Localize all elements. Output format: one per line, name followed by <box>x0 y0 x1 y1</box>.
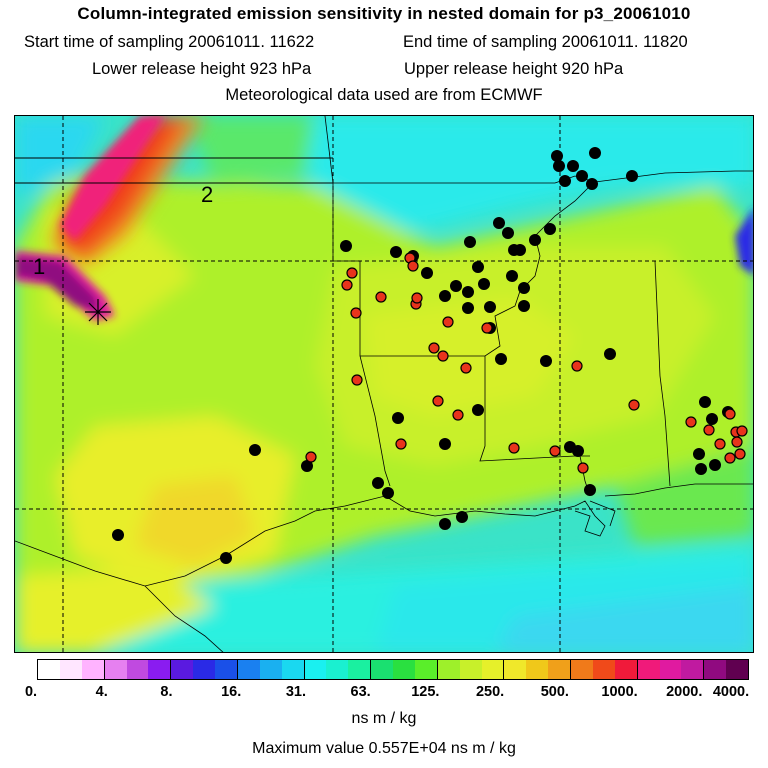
colorbar-swatch <box>704 660 727 679</box>
colorbar-swatch <box>437 660 460 679</box>
colorbar <box>37 659 749 680</box>
colorbar-swatch <box>459 660 482 679</box>
colorbar-tick-label: 4. <box>95 684 108 700</box>
colorbar-swatch <box>326 660 349 679</box>
colorbar-swatch <box>237 660 260 679</box>
colorbar-swatch <box>504 660 527 679</box>
colorbar-swatch <box>259 660 282 679</box>
colorbar-tick-label: 0. <box>24 684 38 700</box>
colorbar-tick-label: 1000. <box>601 684 638 700</box>
colorbar-swatch <box>304 660 327 679</box>
colorbar-swatch <box>659 660 682 679</box>
colorbar-swatch <box>59 660 82 679</box>
colorbar-swatch <box>571 660 593 679</box>
colorbar-swatch <box>681 660 705 679</box>
colorbar-swatch <box>726 660 748 679</box>
colorbar-tick-label: 125. <box>411 684 440 700</box>
colorbar-swatch <box>193 660 215 679</box>
start-time-label: Start time of sampling 20061011. 11622 <box>24 33 315 51</box>
colorbar-swatch <box>526 660 549 679</box>
colorbar-swatch <box>126 660 149 679</box>
colorbar-swatch <box>637 660 660 679</box>
met-data-label: Meteorological data used are from ECMWF <box>225 86 543 104</box>
colorbar-swatch <box>104 660 127 679</box>
colorbar-unit: ns m / kg <box>351 710 417 727</box>
colorbar-swatch <box>171 660 194 679</box>
colorbar-swatch <box>81 660 105 679</box>
colorbar-tick-label: 2000. <box>666 684 703 700</box>
emission-sensitivity-map: 2 1 <box>14 115 754 653</box>
colorbar-tick-label: 500. <box>540 684 569 700</box>
colorbar-swatch <box>393 660 415 679</box>
domain-label-1: 1 <box>33 254 45 279</box>
colorbar-swatch <box>592 660 615 679</box>
colorbar-swatch <box>371 660 393 679</box>
colorbar-tick-label: 4000. <box>712 684 750 700</box>
lower-height-label: Lower release height 923 hPa <box>92 60 312 78</box>
colorbar-tick-label: 8. <box>160 684 173 700</box>
colorbar-swatch <box>481 660 505 679</box>
colorbar-swatch <box>614 660 638 679</box>
colorbar-swatch <box>38 660 60 679</box>
colorbar-tick-label: 31. <box>285 684 306 700</box>
colorbar-tick-label: 250. <box>475 684 505 700</box>
station-markers <box>112 147 748 564</box>
asterisk-icon <box>85 299 111 325</box>
max-value-label: Maximum value 0.557E+04 ns m / kg <box>252 740 516 757</box>
domain-label-2: 2 <box>201 182 213 207</box>
colorbar-swatch <box>348 660 372 679</box>
end-time-label: End time of sampling 20061011. 11820 <box>403 33 688 51</box>
colorbar-swatch <box>281 660 305 679</box>
colorbar-tick-label: 16. <box>221 684 242 700</box>
colorbar-swatch <box>148 660 172 679</box>
colorbar-swatch <box>414 660 438 679</box>
colorbar-tick-label: 63. <box>350 684 371 700</box>
colorbar-swatch <box>548 660 571 679</box>
upper-height-label: Upper release height 920 hPa <box>404 60 624 78</box>
plot-title: Column-integrated emission sensitivity i… <box>77 4 691 23</box>
colorbar-swatch <box>215 660 238 679</box>
